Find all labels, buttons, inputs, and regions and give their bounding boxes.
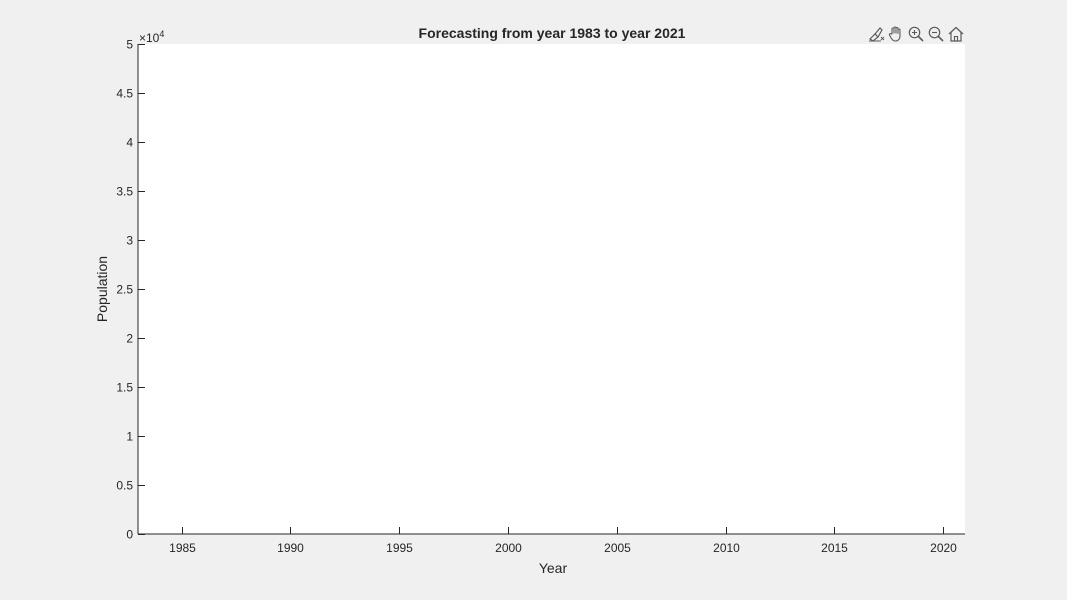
y-tick-label: 3: [126, 234, 133, 248]
y-tick-label: 0.5: [116, 479, 133, 493]
y-tick-label: 3.5: [116, 185, 133, 199]
zoom-in-icon: [908, 26, 924, 42]
y-tick-label: 2: [126, 332, 133, 346]
home-restore-view-icon: [948, 26, 964, 42]
pan-hand-icon: [888, 26, 901, 42]
x-tick-label: 1985: [169, 541, 196, 555]
y-tick-label: 1.5: [116, 381, 133, 395]
x-axis-label: Year: [539, 560, 568, 576]
pan-button[interactable]: [886, 24, 906, 44]
axes-toolbar: [866, 23, 966, 45]
zoom-in-button[interactable]: [906, 24, 926, 44]
chart-title: Forecasting from year 1983 to year 2021: [419, 25, 686, 41]
x-tick-label: 1995: [386, 541, 413, 555]
axes-background[interactable]: [138, 44, 965, 534]
y-axis-label: Population: [94, 256, 110, 322]
y-tick-label: 2.5: [116, 283, 133, 297]
x-tick-label: 2000: [495, 541, 522, 555]
zoom-out-icon: [928, 26, 944, 42]
y-tick-label: 4: [126, 136, 133, 150]
x-tick-label: 2010: [713, 541, 740, 555]
brush-data-icon: [869, 27, 885, 42]
x-axis: 1985 1990 1995 2000 2005 2010 2015 2020: [138, 527, 965, 555]
y-axis: 0 0.5 1 1.5 2 2.5 3 3.5 4 4.5 5: [116, 38, 145, 542]
y-exponent-base: ×10: [139, 31, 160, 45]
x-tick-label: 2015: [821, 541, 848, 555]
y-exponent-power: 4: [159, 29, 164, 39]
y-tick-label: 0: [126, 528, 133, 542]
y-axis-exponent: ×104: [139, 29, 164, 45]
brush-data-button[interactable]: [866, 24, 886, 44]
x-tick-label: 1990: [277, 541, 304, 555]
x-tick-label: 2005: [604, 541, 631, 555]
x-tick-label: 2020: [930, 541, 957, 555]
zoom-out-button[interactable]: [926, 24, 946, 44]
y-tick-label: 1: [126, 430, 133, 444]
restore-view-button[interactable]: [946, 24, 966, 44]
y-tick-label: 5: [126, 38, 133, 52]
y-tick-label: 4.5: [116, 87, 133, 101]
